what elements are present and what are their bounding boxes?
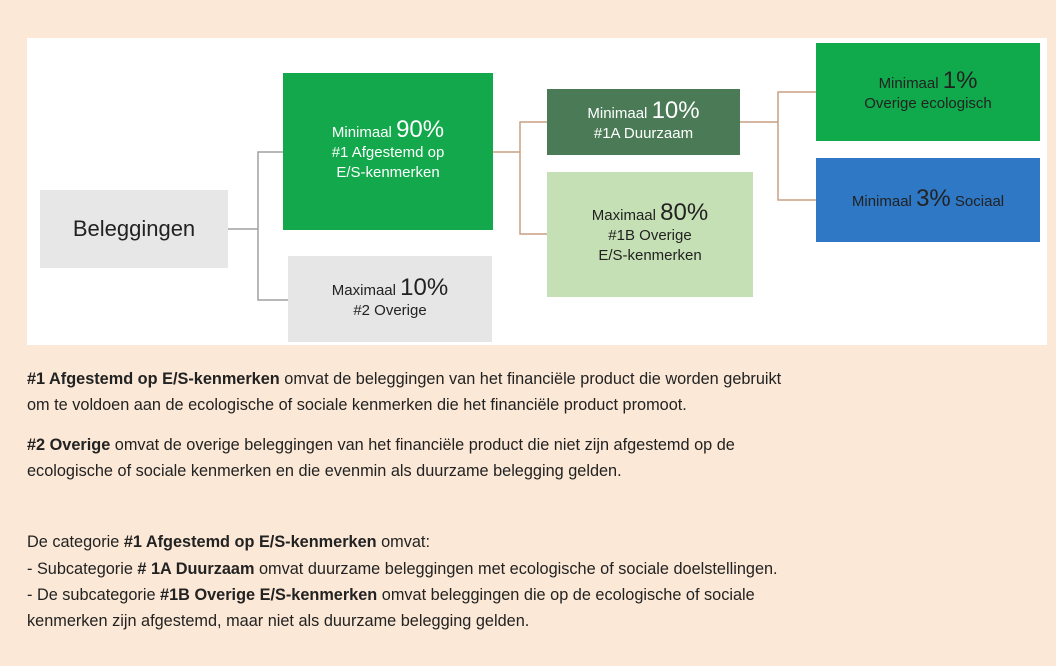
node-box: Minimaal 1% Overige ecologisch	[816, 43, 1040, 141]
node-prefix: Maximaal	[331, 281, 396, 299]
node-prefix: Maximaal	[591, 207, 656, 224]
text: omvat de overige beleggingen van het fin…	[110, 436, 735, 454]
bold-text: #2 Overige	[27, 436, 111, 454]
node-line: E/S-kenmerken	[598, 247, 702, 264]
node-line: #1B Overige	[608, 227, 692, 244]
node-head: Maximaal 80%	[591, 201, 708, 226]
node-prefix: Minimaal	[878, 74, 939, 92]
text-line: #1 Afgestemd op E/S-kenmerken omvat de b…	[27, 370, 781, 389]
text: kenmerken zijn afgestemd, maar niet als …	[27, 612, 530, 630]
text: omvat duurzame beleggingen met ecologisc…	[254, 560, 778, 578]
bold-text: #1 Afgestemd op E/S-kenmerken	[27, 370, 280, 388]
node-line: #2 Overige	[353, 301, 427, 319]
node-prefix: Minimaal	[331, 124, 392, 141]
text-line: - De subcategorie #1B Overige E/S-kenmer…	[27, 586, 755, 605]
node-label: Beleggingen	[72, 216, 196, 241]
text: - De subcategorie	[27, 586, 161, 604]
text: omvat:	[376, 533, 430, 551]
node-box: Minimaal 3% Sociaal	[816, 158, 1040, 242]
node-value: 1%	[942, 66, 978, 94]
node-value: 3%	[916, 184, 951, 212]
node-line: Overige ecologisch	[864, 94, 992, 112]
text: ecologische of sociale kenmerken en die …	[27, 462, 622, 480]
node-suffix: Sociaal	[954, 192, 1005, 210]
node-line: E/S-kenmerken	[336, 164, 440, 181]
bold-text: #1B Overige E/S-kenmerken	[160, 586, 378, 604]
connector	[777, 91, 816, 201]
text: - Subcategorie	[27, 560, 138, 578]
text-line: De categorie #1 Afgestemd op E/S-kenmerk…	[27, 533, 430, 552]
node-head: Minimaal 1%	[878, 68, 978, 94]
text: omvat beleggingen die op de ecologische …	[377, 586, 755, 604]
node-box: Minimaal 90% #1 Afgestemd op E/S-kenmerken	[283, 73, 493, 230]
bold-text: # 1A Duurzaam	[137, 560, 255, 578]
connector	[257, 151, 288, 301]
node-head: Minimaal 10%	[587, 98, 699, 124]
node-prefix: Minimaal	[851, 192, 912, 210]
text-line: #2 Overige omvat de overige beleggingen …	[27, 436, 735, 455]
node-line: #1A Duurzaam	[593, 124, 694, 142]
node-head: Maximaal 10%	[331, 275, 448, 301]
node-box: Maximaal 10% #2 Overige	[288, 256, 492, 342]
text-line: - Subcategorie # 1A Duurzaam omvat duurz…	[27, 560, 778, 579]
node-line: #1 Afgestemd op	[331, 144, 445, 161]
node-value: 80%	[660, 199, 709, 226]
bold-text: #1 Afgestemd op E/S-kenmerken	[123, 533, 377, 551]
node-prefix: Minimaal	[587, 104, 648, 122]
node-box: Minimaal 10% #1A Duurzaam	[547, 89, 740, 155]
node-head: Minimaal 90%	[331, 118, 444, 143]
node-head: Minimaal 3% Sociaal	[851, 186, 1005, 212]
text-line: om te voldoen aan de ecologische of soci…	[27, 396, 687, 415]
text: omvat de beleggingen van het financiële …	[279, 370, 782, 388]
text-line: ecologische of sociale kenmerken en die …	[27, 462, 622, 481]
node-box: Maximaal 80% #1B Overige E/S-kenmerken	[547, 172, 753, 297]
node-value: 10%	[651, 96, 700, 124]
node-box: Beleggingen	[40, 190, 228, 268]
node-value: 90%	[396, 116, 445, 143]
text-line: kenmerken zijn afgestemd, maar niet als …	[27, 612, 529, 631]
node-value: 10%	[400, 273, 449, 301]
text: om te voldoen aan de ecologische of soci…	[27, 396, 687, 414]
connector	[519, 121, 547, 235]
text: De categorie	[27, 533, 124, 551]
